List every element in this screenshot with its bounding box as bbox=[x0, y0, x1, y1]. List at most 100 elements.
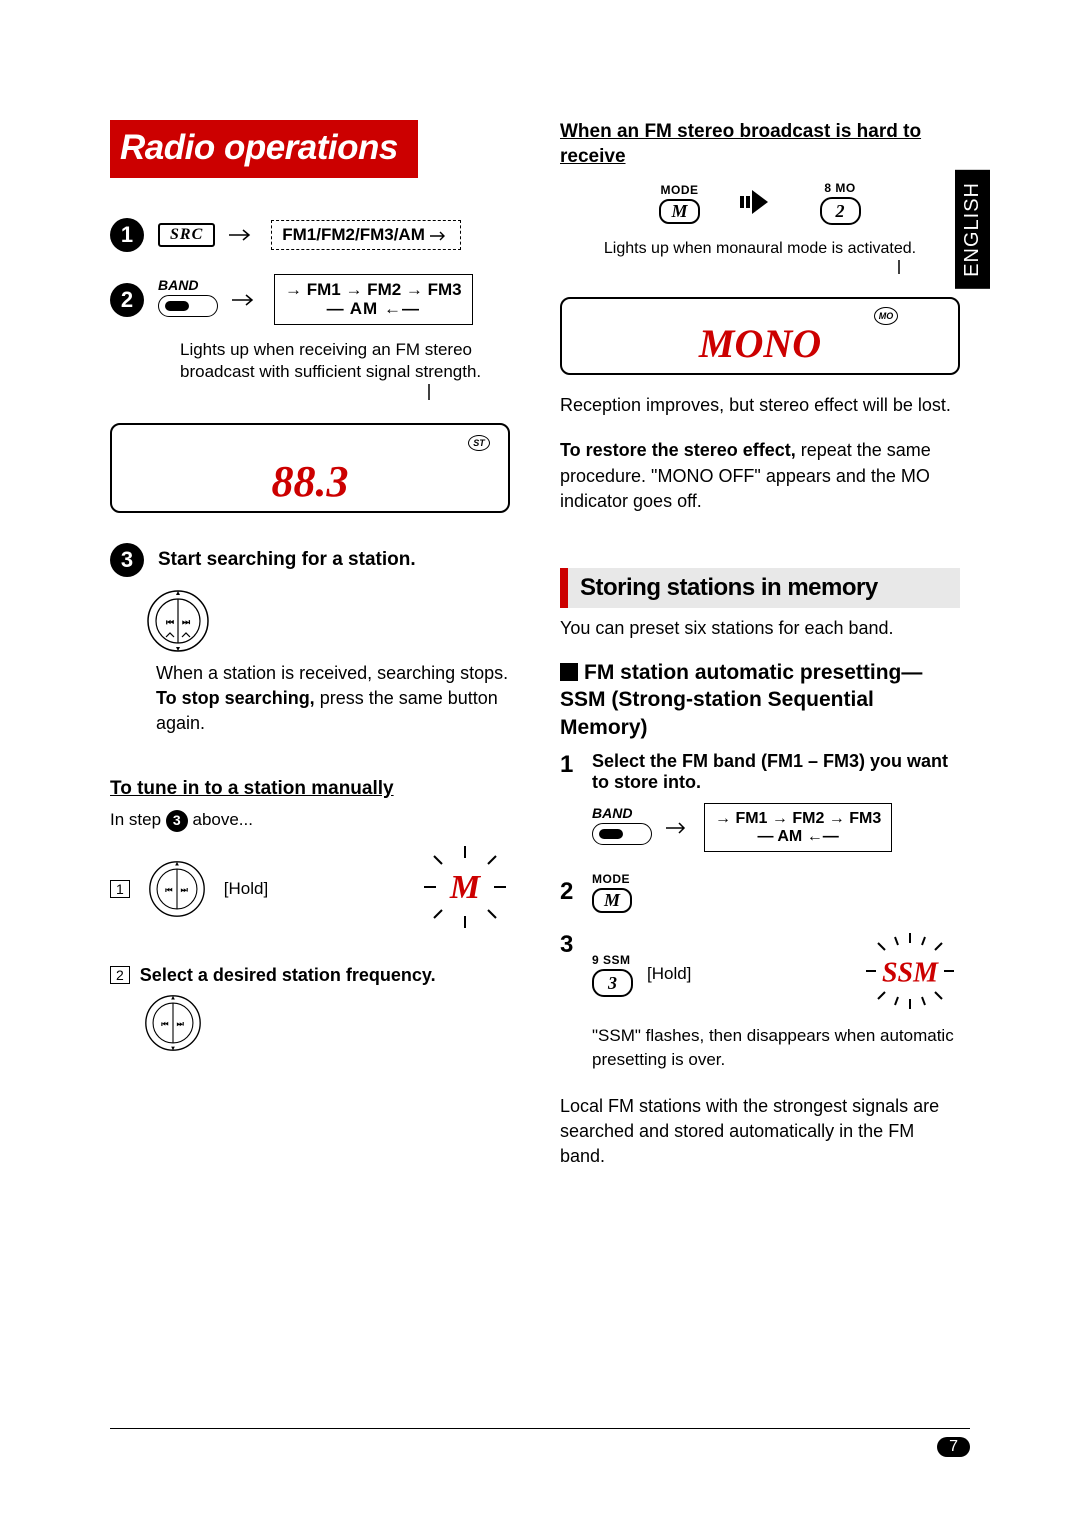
intro-post: above... bbox=[188, 810, 253, 829]
control-wheel-icon: ⏮ ⏭ bbox=[148, 860, 206, 918]
s1-text: Select the FM band (FM1 – FM3) you want … bbox=[592, 751, 960, 793]
step-1-number: 1 bbox=[110, 218, 144, 252]
manual-tune-heading: To tune in to a station manually bbox=[110, 778, 510, 800]
hold-label: [Hold] bbox=[224, 879, 268, 899]
left-column: Radio operations 1 SRC FM1/FM2/FM3/AM 2 … bbox=[110, 120, 510, 1169]
step-2-number: 2 bbox=[110, 283, 144, 317]
list-3-num: 3 bbox=[560, 931, 582, 959]
list-2-num: 2 bbox=[560, 878, 582, 906]
restore-bold: To restore the stereo effect, bbox=[560, 440, 796, 460]
src-button-icon: SRC bbox=[158, 223, 215, 247]
eight-mo-small: 8 MO bbox=[824, 181, 855, 195]
control-wheel-icon: ⏮ ⏭ bbox=[144, 994, 202, 1052]
step-2-row: 2 BAND → FM1 → FM2 → FM3 — AM ←— bbox=[110, 274, 510, 325]
page-number: 7 bbox=[937, 1437, 970, 1457]
flash-ssm-icon: SSM bbox=[860, 931, 960, 1016]
s3-body: "SSM" flashes, then disappears when auto… bbox=[592, 1024, 960, 1072]
svg-text:⏭: ⏭ bbox=[180, 886, 188, 895]
flash-m-icon: M bbox=[420, 842, 510, 937]
ssm-step-1: 1 Select the FM band (FM1 – FM3) you wan… bbox=[560, 751, 960, 852]
wheel-graphic: ⏮ ⏭ bbox=[146, 589, 510, 653]
ssm-step-2: 2 MODE M bbox=[560, 870, 960, 913]
step-2-sequence: → FM1 → FM2 → FM3 — AM ←— bbox=[274, 274, 473, 325]
local-body: Local FM stations with the strongest sig… bbox=[560, 1094, 960, 1170]
fm-seq: FM1 → FM2 → FM3 bbox=[307, 280, 462, 299]
mode-button-icon: M bbox=[659, 199, 699, 224]
arrow-right-icon bbox=[430, 231, 450, 241]
substep-2: 2 bbox=[110, 966, 130, 984]
list-1-num: 1 bbox=[560, 751, 582, 779]
mode-button-icon: M bbox=[592, 888, 632, 913]
svg-text:⏮: ⏮ bbox=[161, 1020, 168, 1029]
mode-small-label: MODE bbox=[660, 183, 698, 197]
svg-text:⏮: ⏮ bbox=[166, 617, 174, 627]
flash-letter: M bbox=[450, 870, 480, 908]
mono-text: MONO bbox=[699, 320, 821, 367]
nine-ssm-small: 9 SSM bbox=[592, 953, 631, 967]
band-label: BAND bbox=[158, 277, 198, 293]
pointer-line-icon bbox=[428, 384, 430, 400]
am-text: AM bbox=[777, 828, 802, 845]
step-3-body: When a station is received, searching st… bbox=[156, 661, 510, 737]
arrow-right-icon bbox=[666, 822, 690, 834]
square-bullet-icon bbox=[560, 663, 578, 681]
right-column: When an FM stereo broadcast is hard to r… bbox=[560, 120, 960, 1169]
body-bold: To stop searching, bbox=[156, 688, 315, 708]
arrow-right-thick-icon bbox=[740, 188, 780, 216]
reception-text: Reception improves, but stereo effect wi… bbox=[560, 393, 960, 418]
seq-line2: — AM ←— bbox=[327, 299, 420, 318]
band-pill-icon bbox=[158, 295, 218, 317]
mono-buttons-row: MODE M 8 MO 2 bbox=[560, 179, 960, 225]
content-columns: Radio operations 1 SRC FM1/FM2/FM3/AM 2 … bbox=[110, 120, 970, 1169]
fm-seq: FM1 → FM2 → FM3 bbox=[735, 810, 881, 827]
footer-rule bbox=[110, 1428, 970, 1429]
step-3-number: 3 bbox=[110, 543, 144, 577]
svg-text:⏭: ⏭ bbox=[177, 1020, 185, 1029]
mode-button-group: MODE M bbox=[659, 181, 699, 224]
page-number-pill: 7 bbox=[937, 1437, 970, 1457]
lcd-caption: Lights up when receiving an FM stereo br… bbox=[110, 339, 510, 383]
restore-text: To restore the stereo effect, repeat the… bbox=[560, 438, 960, 514]
arrow-right-icon bbox=[232, 293, 260, 307]
language-tab: ENGLISH bbox=[955, 170, 990, 289]
manual-intro: In step 3 above... bbox=[110, 808, 510, 832]
mono-caption: Lights up when monaural mode is activate… bbox=[560, 239, 960, 260]
step-3-row: 3 Start searching for a station. bbox=[110, 543, 510, 577]
band-button-icon: BAND bbox=[158, 277, 218, 322]
step-1-row: 1 SRC FM1/FM2/FM3/AM bbox=[110, 218, 510, 252]
select-freq-label: Select a desired station frequency. bbox=[140, 965, 436, 986]
fm-auto-heading: FM station automatic presetting—SSM (Str… bbox=[560, 659, 960, 741]
page: ENGLISH Radio operations 1 SRC FM1/FM2/F… bbox=[0, 0, 1080, 1529]
ssm-btn-group: 9 SSM 3 bbox=[592, 951, 633, 997]
hold-label: [Hold] bbox=[647, 964, 691, 984]
eight-mo-group: 8 MO 2 bbox=[820, 179, 861, 225]
control-wheel-icon: ⏮ ⏭ bbox=[146, 589, 210, 653]
band-sequence: → FM1 → FM2 → FM3 — AM ←— bbox=[704, 803, 892, 852]
band-button-icon: BAND bbox=[592, 805, 652, 850]
button-3-icon: 3 bbox=[592, 969, 633, 997]
body-line1: When a station is received, searching st… bbox=[156, 663, 508, 683]
lcd-display: ST 88.3 bbox=[110, 423, 510, 513]
button-2-icon: 2 bbox=[820, 197, 861, 225]
storing-intro: You can preset six stations for each ban… bbox=[560, 616, 960, 641]
svg-text:⏭: ⏭ bbox=[182, 617, 191, 627]
mode-small: MODE bbox=[592, 872, 630, 886]
seq-text: FM1/FM2/FM3/AM bbox=[282, 225, 425, 244]
fm-auto-text: FM station automatic presetting—SSM (Str… bbox=[560, 661, 922, 739]
intro-pre: In step bbox=[110, 810, 166, 829]
step-3-title: Start searching for a station. bbox=[158, 549, 416, 571]
arrow-right-icon bbox=[229, 228, 257, 242]
mo-indicator-icon: MO bbox=[874, 307, 898, 325]
band-label: BAND bbox=[592, 805, 632, 821]
flash-ssm-text: SSM bbox=[882, 957, 938, 989]
section-heading: Radio operations bbox=[110, 120, 418, 178]
svg-text:⏮: ⏮ bbox=[165, 886, 172, 895]
substep-1: 1 bbox=[110, 880, 130, 898]
am-text: AM bbox=[350, 299, 378, 318]
frequency-value: 88.3 bbox=[272, 456, 349, 507]
ssm-step-3: 3 9 SSM 3 [Hold] bbox=[560, 931, 960, 1072]
seq-line1: → FM1 → FM2 → FM3 bbox=[285, 280, 462, 299]
step-1-sequence: FM1/FM2/FM3/AM bbox=[271, 220, 460, 250]
step-ref: 3 bbox=[166, 810, 188, 832]
storing-heading: Storing stations in memory bbox=[560, 568, 960, 608]
